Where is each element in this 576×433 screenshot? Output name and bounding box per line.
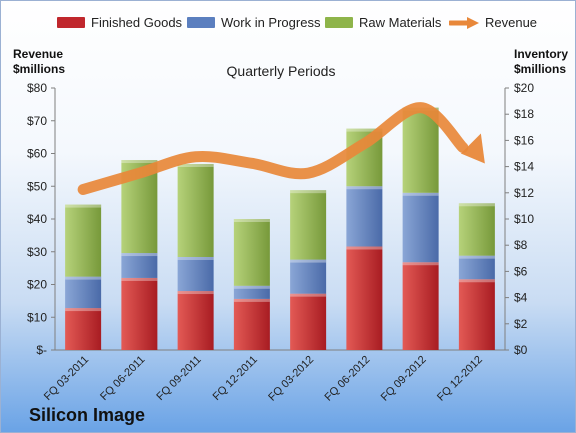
category-label: FQ 12-2012 — [435, 354, 485, 404]
work-in-progress-bar — [233, 285, 270, 299]
raw-materials-bar-highlight — [233, 219, 270, 222]
finished-goods-bar-highlight — [121, 277, 158, 281]
finished-goods-bar-highlight — [458, 279, 495, 283]
legend-item-finished-goods: Finished Goods — [57, 15, 182, 30]
work-in-progress-bar — [402, 192, 439, 263]
work-in-progress-bar — [65, 276, 102, 309]
finished-goods-bar-highlight — [65, 308, 102, 312]
finished-goods-bar — [346, 246, 383, 350]
finished-goods-bar — [458, 279, 495, 350]
raw-materials-bar-highlight — [458, 203, 495, 207]
raw-materials-bar-highlight — [177, 163, 214, 167]
plot-title: Quarterly Periods — [226, 63, 336, 79]
work-in-progress-bar-highlight — [177, 256, 214, 260]
left-tick-label: $20 — [27, 278, 47, 292]
work-in-progress-bar-highlight — [458, 255, 495, 259]
legend-label-work-in-progress: Work in Progress — [221, 15, 321, 30]
work-in-progress-bar-highlight — [65, 276, 102, 280]
right-tick-label: $20 — [514, 81, 534, 95]
work-in-progress-bar — [290, 259, 327, 294]
legend-item-revenue: Revenue — [449, 15, 537, 30]
legend-swatch-raw-materials — [325, 17, 353, 28]
right-tick-label: $16 — [514, 133, 534, 147]
left-tick-label: $80 — [27, 81, 47, 95]
raw-materials-bar-highlight — [290, 190, 327, 194]
work-in-progress-bar — [346, 186, 383, 247]
left-tick-label: $40 — [27, 212, 47, 226]
finished-goods-bar — [177, 291, 214, 350]
finished-goods-bar — [402, 262, 439, 350]
raw-materials-bar — [177, 163, 214, 257]
work-in-progress-bar-highlight — [346, 186, 383, 190]
legend-swatch-finished-goods — [57, 17, 85, 28]
legend: Finished Goods Work in Progress Raw Mate… — [1, 15, 575, 35]
company-name: Silicon Image — [29, 405, 146, 425]
right-tick-label: $0 — [514, 343, 528, 357]
work-in-progress-bar-highlight — [290, 259, 327, 263]
work-in-progress-bar-highlight — [233, 285, 270, 289]
work-in-progress-bar — [458, 255, 495, 280]
finished-goods-bar — [121, 277, 158, 350]
revenue-line — [77, 102, 469, 196]
finished-goods-bar — [233, 298, 270, 350]
left-tick-label: $70 — [27, 114, 47, 128]
legend-item-raw-materials: Raw Materials — [325, 15, 441, 30]
left-tick-label: $- — [36, 343, 47, 357]
raw-materials-bar-highlight — [121, 160, 158, 164]
right-tick-label: $18 — [514, 107, 534, 121]
raw-materials-bar-highlight — [65, 204, 102, 208]
category-label: FQ 09-2011 — [154, 354, 203, 403]
left-tick-label: $50 — [27, 179, 47, 193]
legend-label-finished-goods: Finished Goods — [91, 15, 183, 30]
category-label: FQ 06-2012 — [323, 354, 373, 404]
right-tick-label: $2 — [514, 317, 528, 331]
work-in-progress-bar — [177, 256, 214, 292]
left-tick-label: $60 — [27, 147, 47, 161]
legend-swatch-work-in-progress — [187, 17, 215, 28]
work-in-progress-bar-highlight — [121, 253, 158, 257]
raw-materials-bar — [458, 203, 495, 256]
category-label: FQ 12-2011 — [211, 354, 260, 403]
finished-goods-bar — [65, 308, 102, 350]
raw-materials-bar — [290, 190, 327, 260]
right-tick-label: $14 — [514, 160, 534, 174]
category-label: FQ 03-2011 — [42, 354, 91, 403]
category-label: FQ 09-2012 — [379, 354, 429, 404]
legend-item-work-in-progress: Work in Progress — [187, 15, 320, 30]
right-tick-label: $8 — [514, 238, 528, 252]
finished-goods-bar-highlight — [402, 262, 439, 266]
finished-goods-bar-highlight — [233, 298, 270, 302]
raw-materials-bar — [402, 107, 439, 193]
revenue-arrowhead — [460, 133, 485, 164]
legend-label-revenue: Revenue — [485, 15, 538, 30]
right-tick-label: $4 — [514, 291, 528, 305]
right-axis-title: Inventory $millions — [514, 47, 569, 76]
category-label: FQ 03-2012 — [266, 354, 316, 404]
left-tick-label: $10 — [27, 310, 47, 324]
legend-label-raw-materials: Raw Materials — [359, 15, 442, 30]
finished-goods-bar — [290, 293, 327, 350]
category-label: FQ 06-2011 — [98, 354, 147, 403]
finished-goods-bar-highlight — [177, 291, 214, 295]
finished-goods-bar-highlight — [346, 246, 383, 250]
finished-goods-bar-highlight — [290, 293, 327, 297]
right-tick-label: $12 — [514, 186, 534, 200]
legend-arrow-icon — [449, 16, 479, 29]
raw-materials-bar — [233, 219, 270, 286]
raw-materials-bar-highlight — [346, 128, 383, 132]
left-axis-title: Revenue $millions — [13, 47, 66, 76]
left-tick-label: $30 — [27, 245, 47, 259]
right-tick-label: $6 — [514, 264, 528, 278]
raw-materials-bar — [65, 204, 102, 277]
right-tick-label: $10 — [514, 212, 534, 226]
work-in-progress-bar-highlight — [402, 192, 439, 196]
work-in-progress-bar — [121, 253, 158, 278]
